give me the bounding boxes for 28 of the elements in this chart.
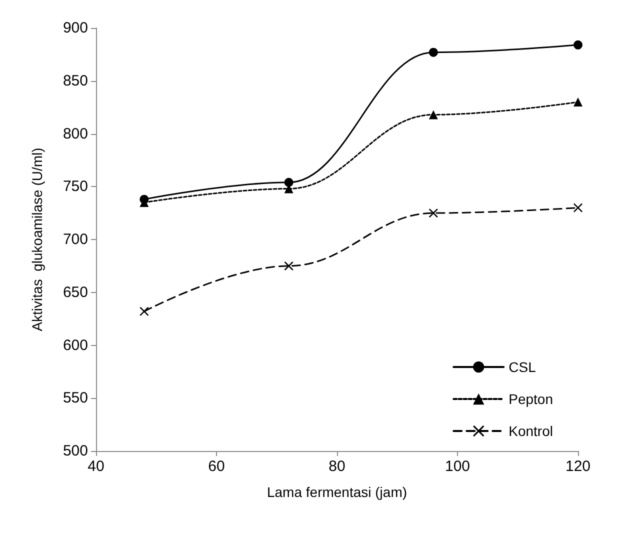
legend-label: Kontrol — [508, 423, 553, 439]
y-tick-label: 750 — [62, 178, 88, 196]
y-tick-label: 600 — [62, 336, 88, 354]
y-tick-label: 700 — [62, 231, 88, 248]
x-tick-label: 80 — [328, 458, 346, 475]
y-tick-label: 500 — [62, 442, 88, 460]
point — [284, 178, 294, 187]
point — [428, 48, 438, 57]
y-axis-title: Aktivitas glukoamilase (U/ml) — [29, 148, 45, 332]
legend-label: Pepton — [508, 391, 554, 407]
x-tick-label: 100 — [444, 458, 470, 475]
y-tick-label: 900 — [62, 20, 88, 36]
y-tick-label: 550 — [62, 390, 88, 407]
point — [284, 261, 294, 270]
y-tick-label: 800 — [62, 125, 88, 142]
x-axis-title: Lama fermentasi (jam) — [266, 484, 408, 500]
point — [574, 203, 582, 212]
point — [574, 40, 582, 50]
point — [140, 306, 149, 316]
point — [428, 208, 438, 218]
point — [574, 98, 582, 107]
y-tick-label: 850 — [62, 72, 88, 90]
x-tick-label: 40 — [88, 458, 104, 475]
x-tick-label: 60 — [208, 458, 225, 475]
point — [428, 110, 438, 120]
legend-label: CSL — [508, 359, 536, 375]
x-tick-label: 120 — [565, 458, 591, 475]
y-tick-label: 650 — [62, 284, 88, 301]
